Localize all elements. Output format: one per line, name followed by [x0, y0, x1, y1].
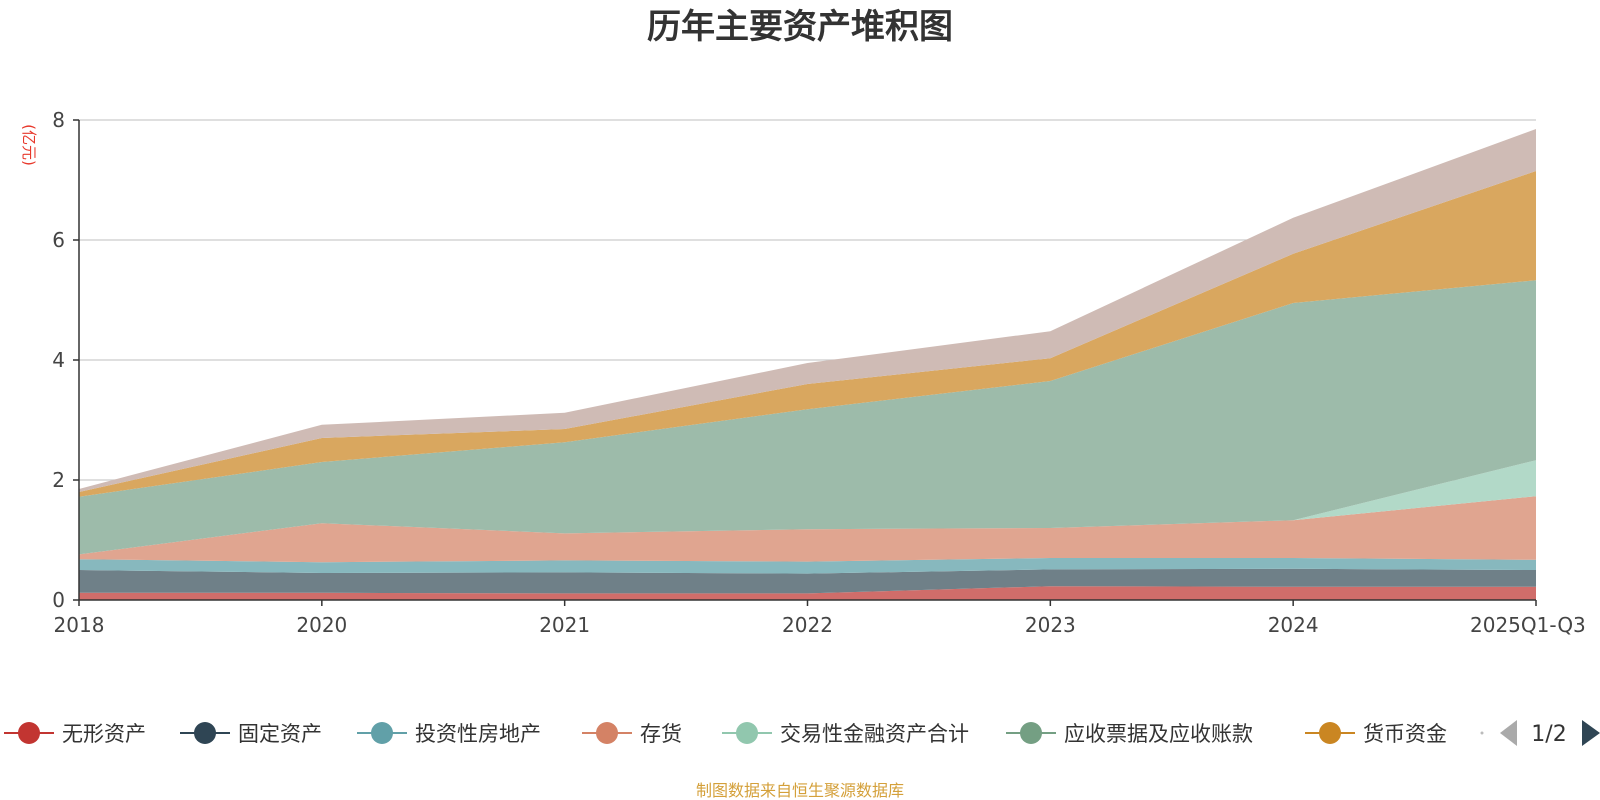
legend-item[interactable]: 投资性房地产	[357, 722, 541, 746]
y-axis-unit-label: (亿元)	[20, 124, 38, 166]
legend-marker-icon	[1020, 722, 1042, 744]
legend-marker-icon	[371, 722, 393, 744]
area-series-6[interactable]	[79, 280, 1536, 555]
x-tick-label: 2025Q1-Q3	[1470, 613, 1586, 637]
legend-label: 存货	[640, 722, 682, 746]
x-tick-label: 2023	[1025, 613, 1076, 637]
legend-page-indicator: 1/2	[1531, 722, 1566, 747]
x-tick-label: 2022	[782, 613, 833, 637]
x-tick-label: 2024	[1268, 613, 1319, 637]
data-source-note: 制图数据来自恒生聚源数据库	[696, 781, 904, 800]
legend-label: 应收票据及应收账款	[1064, 722, 1253, 746]
triangle-right-icon[interactable]	[1582, 720, 1600, 746]
area-series-1[interactable]	[79, 586, 1536, 600]
area-series-3[interactable]	[79, 558, 1536, 574]
legend-item[interactable]: 固定资产	[180, 722, 322, 746]
legend-label: 无形资产	[62, 722, 146, 746]
y-tick-label: 8	[52, 108, 65, 132]
legend-label: 固定资产	[238, 722, 322, 746]
y-tick-label: 6	[52, 228, 65, 252]
legend-label: 投资性房地产	[415, 722, 541, 746]
legend-item[interactable]: 存货	[582, 722, 682, 746]
legend-marker-icon	[596, 722, 618, 744]
area-series-2[interactable]	[79, 568, 1536, 594]
legend-marker-icon	[194, 722, 216, 744]
y-tick-labels: 0 2 4 6 8	[52, 108, 65, 612]
x-tick-labels: 2018 2020 2021 2022 2023 2024 2025Q1-Q3	[54, 613, 1586, 637]
legend-overflow-dot	[1480, 731, 1484, 735]
chart-title: 历年主要资产堆积图	[647, 7, 953, 47]
legend: 无形资产 固定资产 投资性房地产 存货 交易性金融资产合计 应收票据及应收账款 货币资金	[4, 722, 1484, 746]
area-series-7[interactable]	[79, 171, 1536, 497]
legend-label: 货币资金	[1363, 722, 1447, 746]
legend-marker-icon	[1319, 722, 1341, 744]
area-series-group	[79, 129, 1536, 600]
legend-item[interactable]: 无形资产	[4, 722, 146, 746]
legend-pager: 1/2	[1500, 720, 1600, 747]
y-tick-label: 2	[52, 468, 65, 492]
legend-item[interactable]: 应收票据及应收账款	[1006, 722, 1253, 746]
x-tick-label: 2020	[296, 613, 347, 637]
x-tick-label: 2018	[54, 613, 105, 637]
x-tick-label: 2021	[539, 613, 590, 637]
area-series-8[interactable]	[79, 129, 1536, 492]
axes	[73, 119, 1537, 606]
legend-marker-icon	[736, 722, 758, 744]
legend-marker-icon	[18, 722, 40, 744]
legend-item[interactable]: 交易性金融资产合计	[722, 722, 969, 746]
legend-label: 交易性金融资产合计	[780, 722, 969, 746]
y-tick-label: 0	[52, 588, 65, 612]
triangle-left-icon[interactable]	[1500, 720, 1517, 746]
y-tick-label: 4	[52, 348, 65, 372]
legend-item[interactable]: 货币资金	[1305, 722, 1447, 746]
